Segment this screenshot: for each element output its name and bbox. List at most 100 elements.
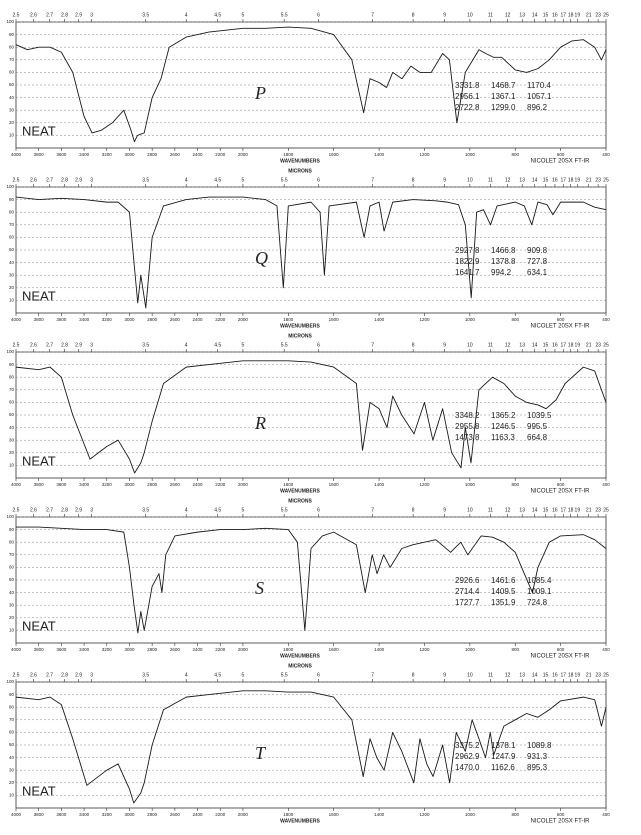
x-tick-label: 1600 bbox=[329, 152, 340, 157]
micron-tick-label: 9 bbox=[443, 342, 446, 348]
top-axis-title: MICRONS bbox=[288, 663, 312, 669]
x-tick-label: 2200 bbox=[215, 317, 226, 322]
micron-tick-label: 25 bbox=[603, 12, 609, 18]
micron-tick-label: 25 bbox=[603, 177, 609, 183]
x-axis-title: WAVENUMBERS bbox=[280, 653, 320, 659]
sample-label: NEAT bbox=[22, 453, 56, 468]
x-tick-label: 2800 bbox=[147, 812, 158, 817]
x-tick-label: 2200 bbox=[215, 152, 226, 157]
y-tick-label: 40 bbox=[9, 95, 15, 100]
x-tick-label: 3600 bbox=[56, 317, 67, 322]
micron-tick-label: 5.5 bbox=[281, 12, 288, 18]
micron-tick-label: 16 bbox=[552, 342, 558, 348]
y-tick-label: 30 bbox=[9, 272, 15, 277]
x-tick-label: 600 bbox=[557, 317, 565, 322]
micron-tick-label: 23 bbox=[595, 177, 601, 183]
y-tick-label: 10 bbox=[9, 463, 15, 468]
x-tick-label: 1000 bbox=[465, 152, 476, 157]
x-tick-label: 2600 bbox=[170, 317, 181, 322]
x-tick-label: 2200 bbox=[215, 482, 226, 487]
peak-value: 1247.9 bbox=[491, 752, 516, 761]
x-tick-label: 1000 bbox=[465, 317, 476, 322]
peak-value: 1089.8 bbox=[527, 741, 552, 750]
micron-tick-label: 2.5 bbox=[13, 507, 20, 513]
x-tick-label: 1000 bbox=[465, 482, 476, 487]
y-tick-label: 30 bbox=[9, 602, 15, 607]
micron-tick-label: 6 bbox=[317, 672, 320, 678]
x-tick-label: 2000 bbox=[238, 152, 249, 157]
micron-tick-label: 11 bbox=[488, 177, 493, 183]
peak-value: 724.8 bbox=[527, 598, 548, 607]
x-tick-label: 1200 bbox=[419, 482, 430, 487]
x-tick-label: 3600 bbox=[56, 812, 67, 817]
x-axis-title: WAVENUMBERS bbox=[280, 323, 320, 329]
micron-tick-label: 5 bbox=[242, 342, 245, 348]
instrument: NICOLET 20SX FT-IR bbox=[531, 819, 591, 825]
x-tick-label: 1400 bbox=[374, 317, 385, 322]
micron-tick-label: 5 bbox=[242, 177, 245, 183]
micron-tick-label: 18 bbox=[568, 177, 574, 183]
top-axis-title: MICRONS bbox=[288, 168, 312, 174]
peak-value: 1365.2 bbox=[491, 411, 516, 420]
x-tick-label: 800 bbox=[511, 647, 519, 652]
x-tick-label: 4000 bbox=[11, 482, 22, 487]
x-tick-label: 2400 bbox=[193, 152, 204, 157]
x-tick-label: 1200 bbox=[419, 152, 430, 157]
peak-value: 1246.5 bbox=[491, 422, 516, 431]
micron-tick-label: 4 bbox=[185, 177, 188, 183]
x-tick-label: 1800 bbox=[283, 317, 294, 322]
x-tick-label: 2400 bbox=[193, 812, 204, 817]
x-tick-label: 3600 bbox=[56, 647, 67, 652]
micron-tick-label: 5.5 bbox=[281, 672, 288, 678]
x-tick-label: 3000 bbox=[124, 647, 135, 652]
peak-value: 3375.2 bbox=[455, 741, 480, 750]
micron-tick-label: 3.5 bbox=[142, 177, 149, 183]
x-tick-label: 800 bbox=[511, 812, 519, 817]
x-tick-label: 3800 bbox=[34, 482, 45, 487]
micron-tick-label: 3 bbox=[90, 12, 93, 18]
micron-tick-label: 18 bbox=[568, 507, 574, 513]
y-tick-label: 60 bbox=[9, 565, 15, 570]
micron-tick-label: 2.7 bbox=[46, 507, 53, 513]
y-tick-label: 10 bbox=[9, 133, 15, 138]
x-tick-label: 400 bbox=[602, 152, 610, 157]
micron-tick-label: 4.5 bbox=[214, 12, 221, 18]
y-tick-label: 80 bbox=[9, 704, 15, 709]
y-tick-label: 40 bbox=[9, 755, 15, 760]
spectrum-line bbox=[15, 196, 607, 309]
x-tick-label: 2600 bbox=[170, 812, 181, 817]
micron-tick-label: 2.9 bbox=[75, 342, 82, 348]
y-tick-label: 50 bbox=[9, 412, 15, 417]
sample-label: NEAT bbox=[22, 783, 56, 798]
micron-tick-label: 2.6 bbox=[30, 342, 37, 348]
top-axis-title: MICRONS bbox=[288, 498, 312, 504]
x-tick-label: 3400 bbox=[79, 152, 90, 157]
micron-tick-label: 7 bbox=[371, 507, 374, 513]
y-tick-label: 60 bbox=[9, 730, 15, 735]
micron-tick-label: 10 bbox=[467, 177, 473, 183]
micron-tick-label: 6 bbox=[317, 507, 320, 513]
micron-tick-label: 18 bbox=[568, 342, 574, 348]
spectrum-letter: R bbox=[254, 413, 266, 433]
micron-tick-label: 18 bbox=[568, 12, 574, 18]
peak-value: 896.2 bbox=[527, 103, 548, 112]
micron-tick-label: 2.5 bbox=[13, 12, 20, 18]
micron-tick-label: 8 bbox=[412, 672, 415, 678]
micron-tick-label: 3 bbox=[90, 342, 93, 348]
micron-tick-label: 15 bbox=[543, 177, 549, 183]
micron-tick-label: 5 bbox=[242, 12, 245, 18]
y-tick-label: 10 bbox=[9, 628, 15, 633]
x-tick-label: 1800 bbox=[283, 812, 294, 817]
x-tick-label: 2000 bbox=[238, 482, 249, 487]
x-tick-label: 800 bbox=[511, 317, 519, 322]
x-tick-label: 2600 bbox=[170, 152, 181, 157]
micron-tick-label: 2.6 bbox=[30, 507, 37, 513]
micron-tick-label: 17 bbox=[561, 672, 567, 678]
micron-tick-label: 16 bbox=[552, 12, 558, 18]
micron-tick-label: 4.5 bbox=[214, 342, 221, 348]
x-tick-label: 3000 bbox=[124, 812, 135, 817]
x-tick-label: 3200 bbox=[102, 317, 113, 322]
peak-value: 1470.0 bbox=[455, 763, 480, 772]
x-tick-label: 2400 bbox=[193, 482, 204, 487]
